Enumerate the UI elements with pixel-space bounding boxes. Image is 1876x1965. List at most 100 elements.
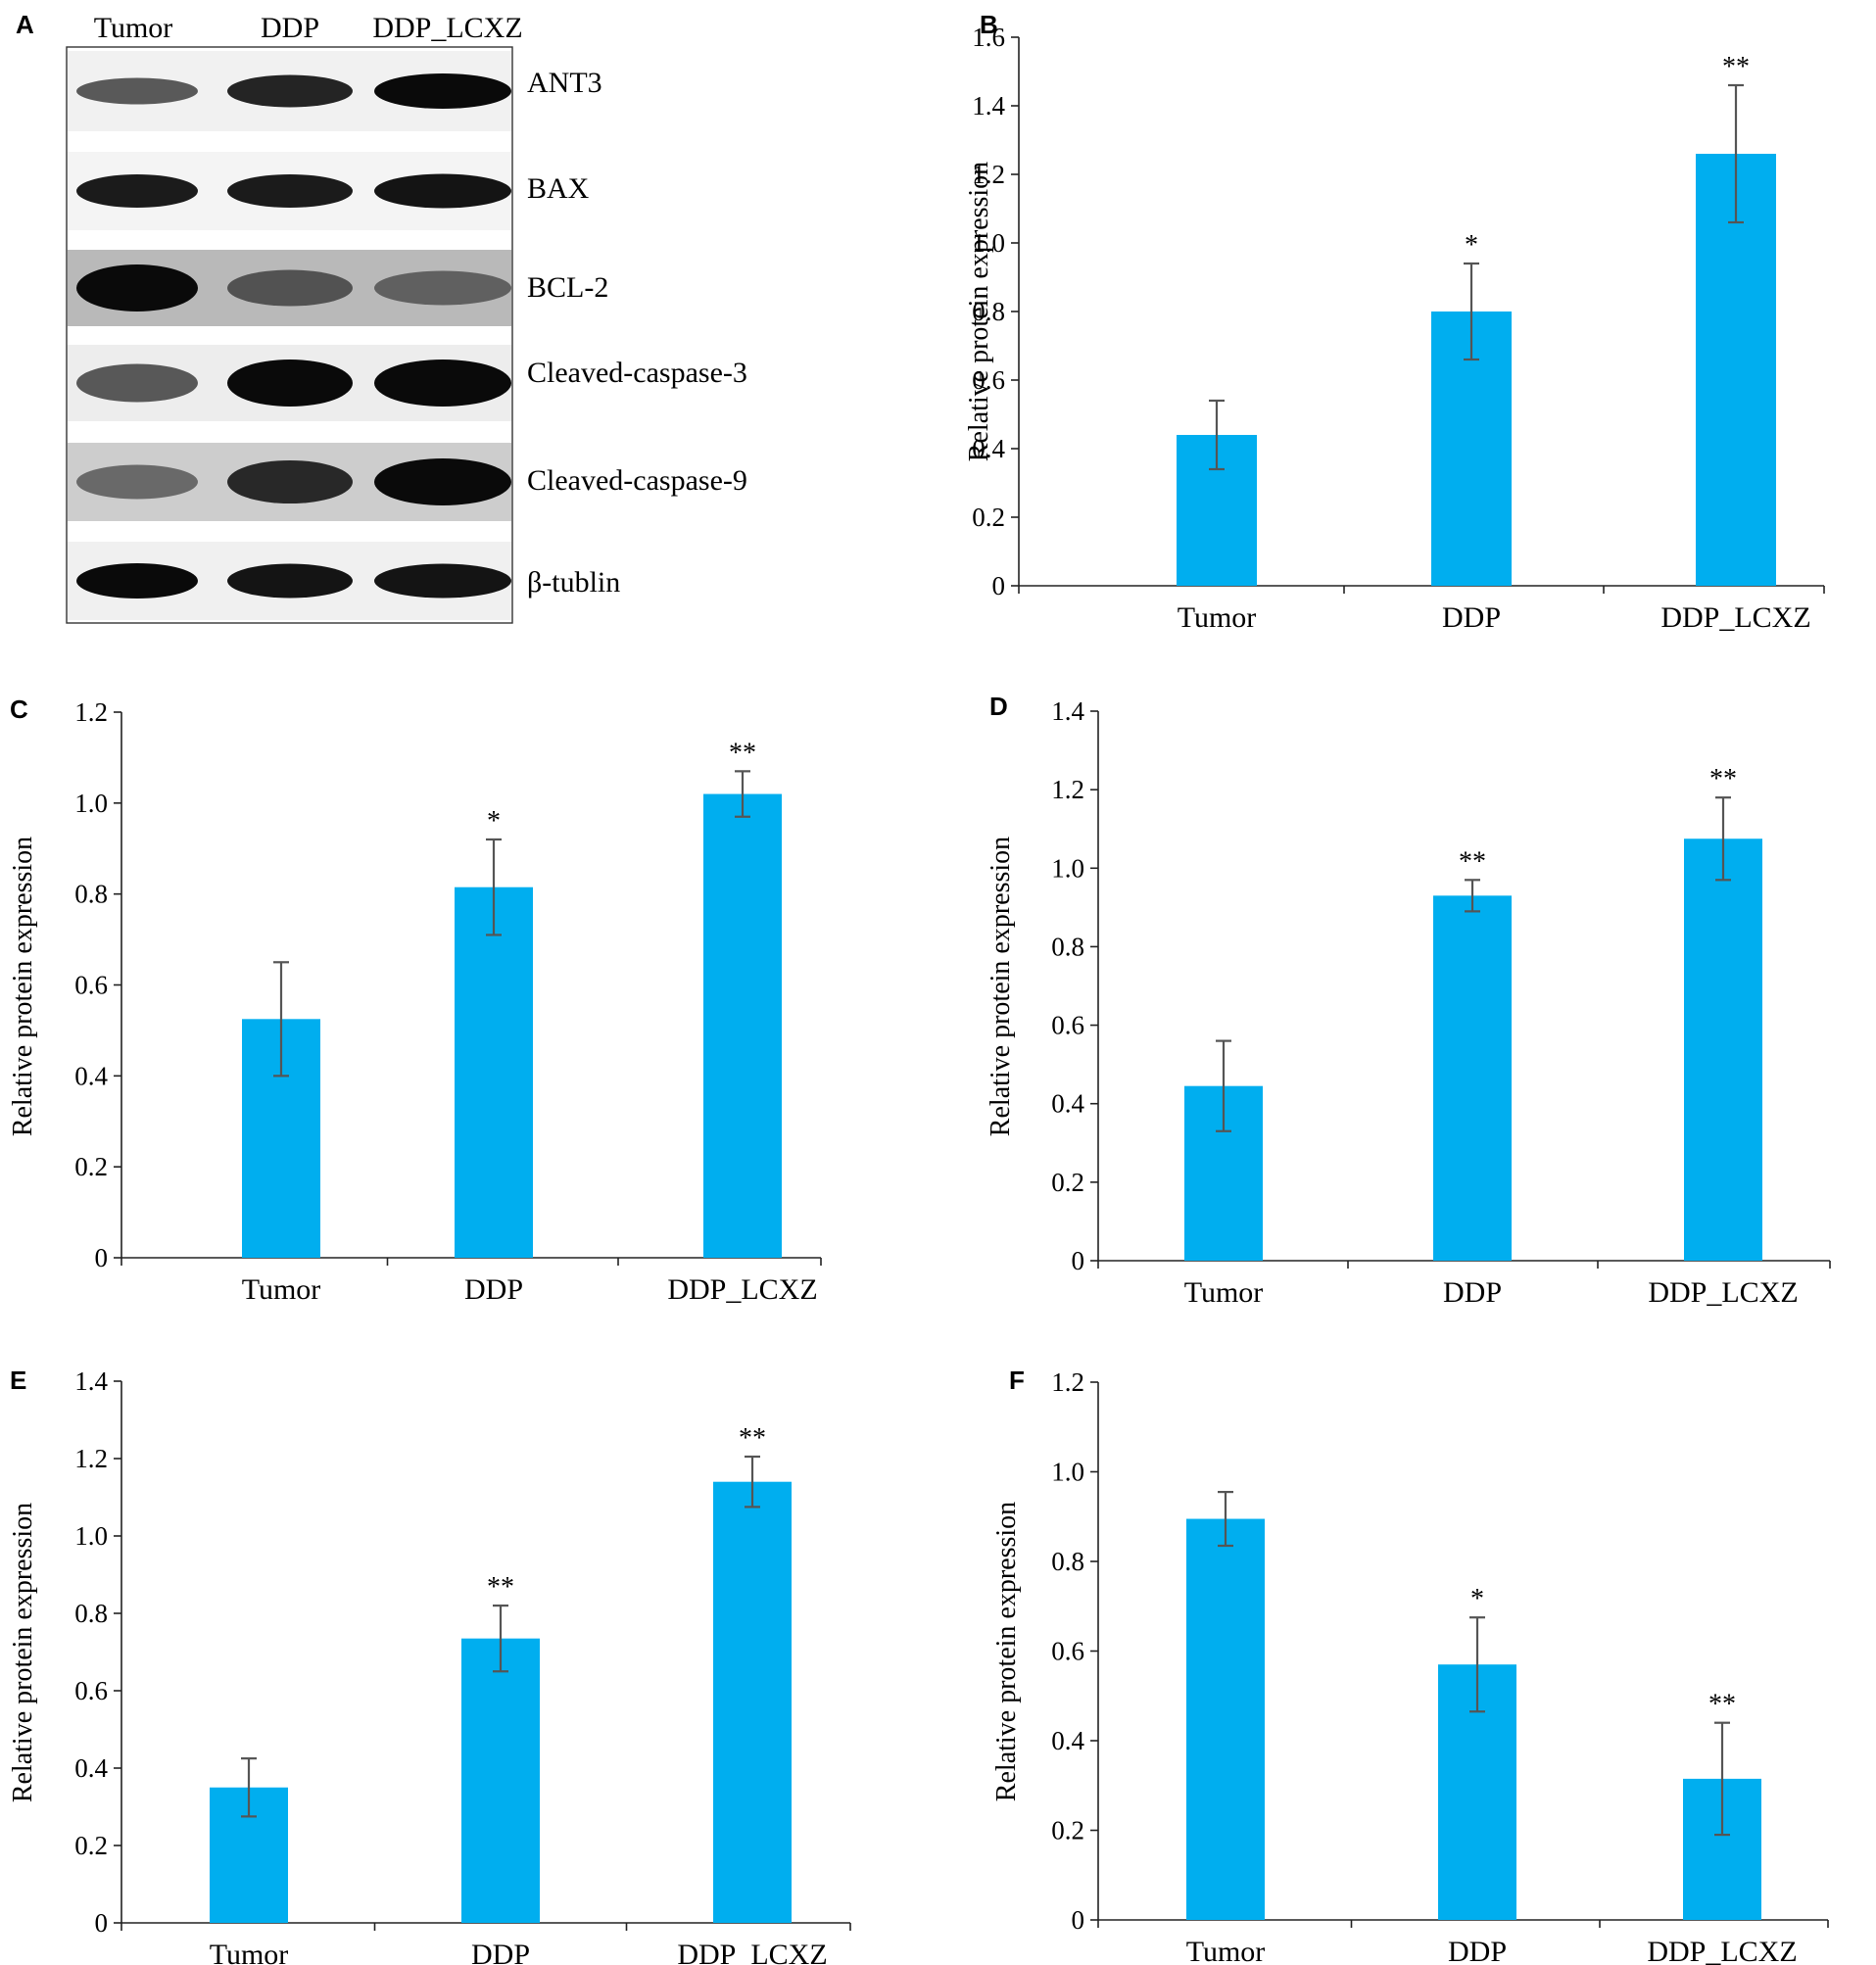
bar (1186, 1519, 1265, 1920)
blot-band (76, 78, 198, 105)
y-tick-label: 0.4 (1051, 1726, 1084, 1755)
x-category-label: DDP_LCXZ (1647, 1936, 1797, 1965)
blot-band (374, 564, 511, 599)
y-tick-label: 1.0 (1051, 853, 1084, 883)
y-tick-label: 0.8 (1051, 1547, 1084, 1576)
x-category-label: DDP (464, 1273, 523, 1306)
bar (455, 887, 533, 1258)
blot-band (76, 174, 198, 208)
chart-panel-b: B 0 0.2 0.4 0.6 0.8 1.0 1.2 1.4 1.6 Relative prote… (964, 10, 1824, 634)
bar (703, 794, 782, 1258)
panel-label-a: A (16, 10, 34, 39)
blot-band (374, 271, 511, 306)
significance-mark: * (1465, 230, 1478, 261)
significance-mark: ** (729, 738, 756, 768)
panel-label-e: E (10, 1366, 26, 1395)
y-tick-label: 0.2 (74, 1831, 108, 1860)
y-tick-label: 0.6 (74, 971, 108, 1000)
blot-band (227, 564, 353, 599)
y-tick-label: 1.2 (74, 1444, 108, 1473)
panel-label-c: C (10, 695, 28, 724)
bar (1433, 895, 1512, 1261)
x-category-label: Tumor (1186, 1936, 1266, 1965)
blot-band (76, 364, 198, 403)
significance-mark: ** (1709, 764, 1737, 794)
y-tick-label: 0 (1072, 1246, 1085, 1275)
blot-band (374, 359, 511, 407)
y-tick-label: 0.4 (74, 1753, 108, 1783)
blot-band (76, 465, 198, 500)
y-tick-label: 1.0 (74, 789, 108, 818)
y-axis-title: Relative protein expression (8, 837, 38, 1136)
blot-frame (67, 47, 512, 623)
blot-band (227, 270, 353, 307)
chart-panel-f: F 0 0.2 0.4 0.6 0.8 1.0 1.2 Relative protein exp… (991, 1366, 1828, 1965)
blot-band-label: Cleaved-caspase-9 (527, 464, 747, 497)
y-axis-title: Relative protein expression (964, 162, 994, 461)
y-tick-label: 0.6 (74, 1676, 108, 1705)
y-tick-label: 0.8 (1051, 932, 1084, 961)
y-tick-label: 0.6 (1051, 1637, 1084, 1666)
significance-mark: * (1470, 1584, 1484, 1614)
y-axis-title: Relative protein expression (991, 1502, 1022, 1801)
blot-band (76, 563, 198, 599)
x-category-label: DDP (1442, 601, 1501, 634)
y-tick-label: 0.4 (74, 1061, 108, 1090)
blot-band (227, 359, 353, 407)
x-category-label: DDP_LCXZ (1660, 601, 1810, 634)
blot-band-label: ANT3 (527, 67, 602, 99)
y-tick-label: 0.8 (74, 880, 108, 909)
significance-mark: ** (739, 1423, 766, 1454)
y-tick-label: 1.4 (1051, 696, 1084, 726)
blot-band (374, 174, 511, 209)
blot-band (227, 460, 353, 503)
y-tick-label: 0.2 (1051, 1168, 1084, 1197)
y-tick-label: 1.6 (972, 23, 1005, 52)
y-tick-label: 1.2 (74, 697, 108, 727)
y-tick-label: 0 (992, 571, 1006, 600)
y-tick-label: 1.0 (74, 1521, 108, 1551)
blot-column-label: Tumor (94, 12, 173, 44)
significance-mark: ** (1708, 1690, 1736, 1720)
x-category-label: DDP (1448, 1936, 1507, 1965)
blot-band (227, 75, 353, 108)
y-tick-label: 0.2 (74, 1152, 108, 1181)
x-category-label: DDP_LCXZ (1648, 1276, 1798, 1309)
y-tick-label: 0.8 (74, 1599, 108, 1628)
y-tick-label: 0 (1072, 1905, 1085, 1935)
y-axis-title: Relative protein expression (986, 837, 1016, 1136)
y-axis-title: Relative protein expression (8, 1503, 38, 1802)
blot-column-label: DDP_LCXZ (372, 12, 522, 44)
significance-mark: ** (1459, 846, 1486, 877)
blot-band (76, 264, 198, 312)
y-tick-label: 0 (95, 1243, 109, 1272)
panel-label-f: F (1009, 1366, 1025, 1395)
x-category-label: DDP_LCXZ (677, 1939, 827, 1965)
blot-band (227, 174, 353, 208)
panel-label-d: D (989, 692, 1008, 721)
blot-band-label: BAX (527, 172, 590, 205)
y-tick-label: 0.4 (1051, 1089, 1084, 1119)
y-tick-label: 1.2 (1051, 775, 1084, 804)
chart-panel-e: E 0 0.2 0.4 0.6 0.8 1.0 1.2 1.4 Relative protein … (8, 1366, 850, 1965)
y-tick-label: 0.2 (1051, 1816, 1084, 1845)
bar (461, 1639, 540, 1923)
blot-band-label: BCL-2 (527, 271, 608, 304)
y-tick-label: 1.4 (74, 1366, 108, 1396)
significance-mark: * (487, 806, 501, 837)
x-category-label: DDP_LCXZ (667, 1273, 817, 1306)
y-tick-label: 0.2 (972, 503, 1005, 532)
y-tick-label: 1.4 (972, 91, 1005, 120)
chart-panel-d: D 0 0.2 0.4 0.6 0.8 1.0 1.2 1.4 Relative protein … (986, 692, 1830, 1309)
x-category-label: Tumor (242, 1273, 321, 1306)
bar (1684, 839, 1762, 1261)
y-tick-label: 0 (95, 1908, 109, 1938)
blot-band-label: Cleaved-caspase-3 (527, 357, 747, 389)
blot-band (374, 73, 511, 109)
significance-mark: ** (1722, 52, 1750, 82)
y-tick-label: 0.6 (1051, 1011, 1084, 1040)
y-tick-label: 1.2 (1051, 1367, 1084, 1397)
x-category-label: DDP (471, 1939, 530, 1965)
